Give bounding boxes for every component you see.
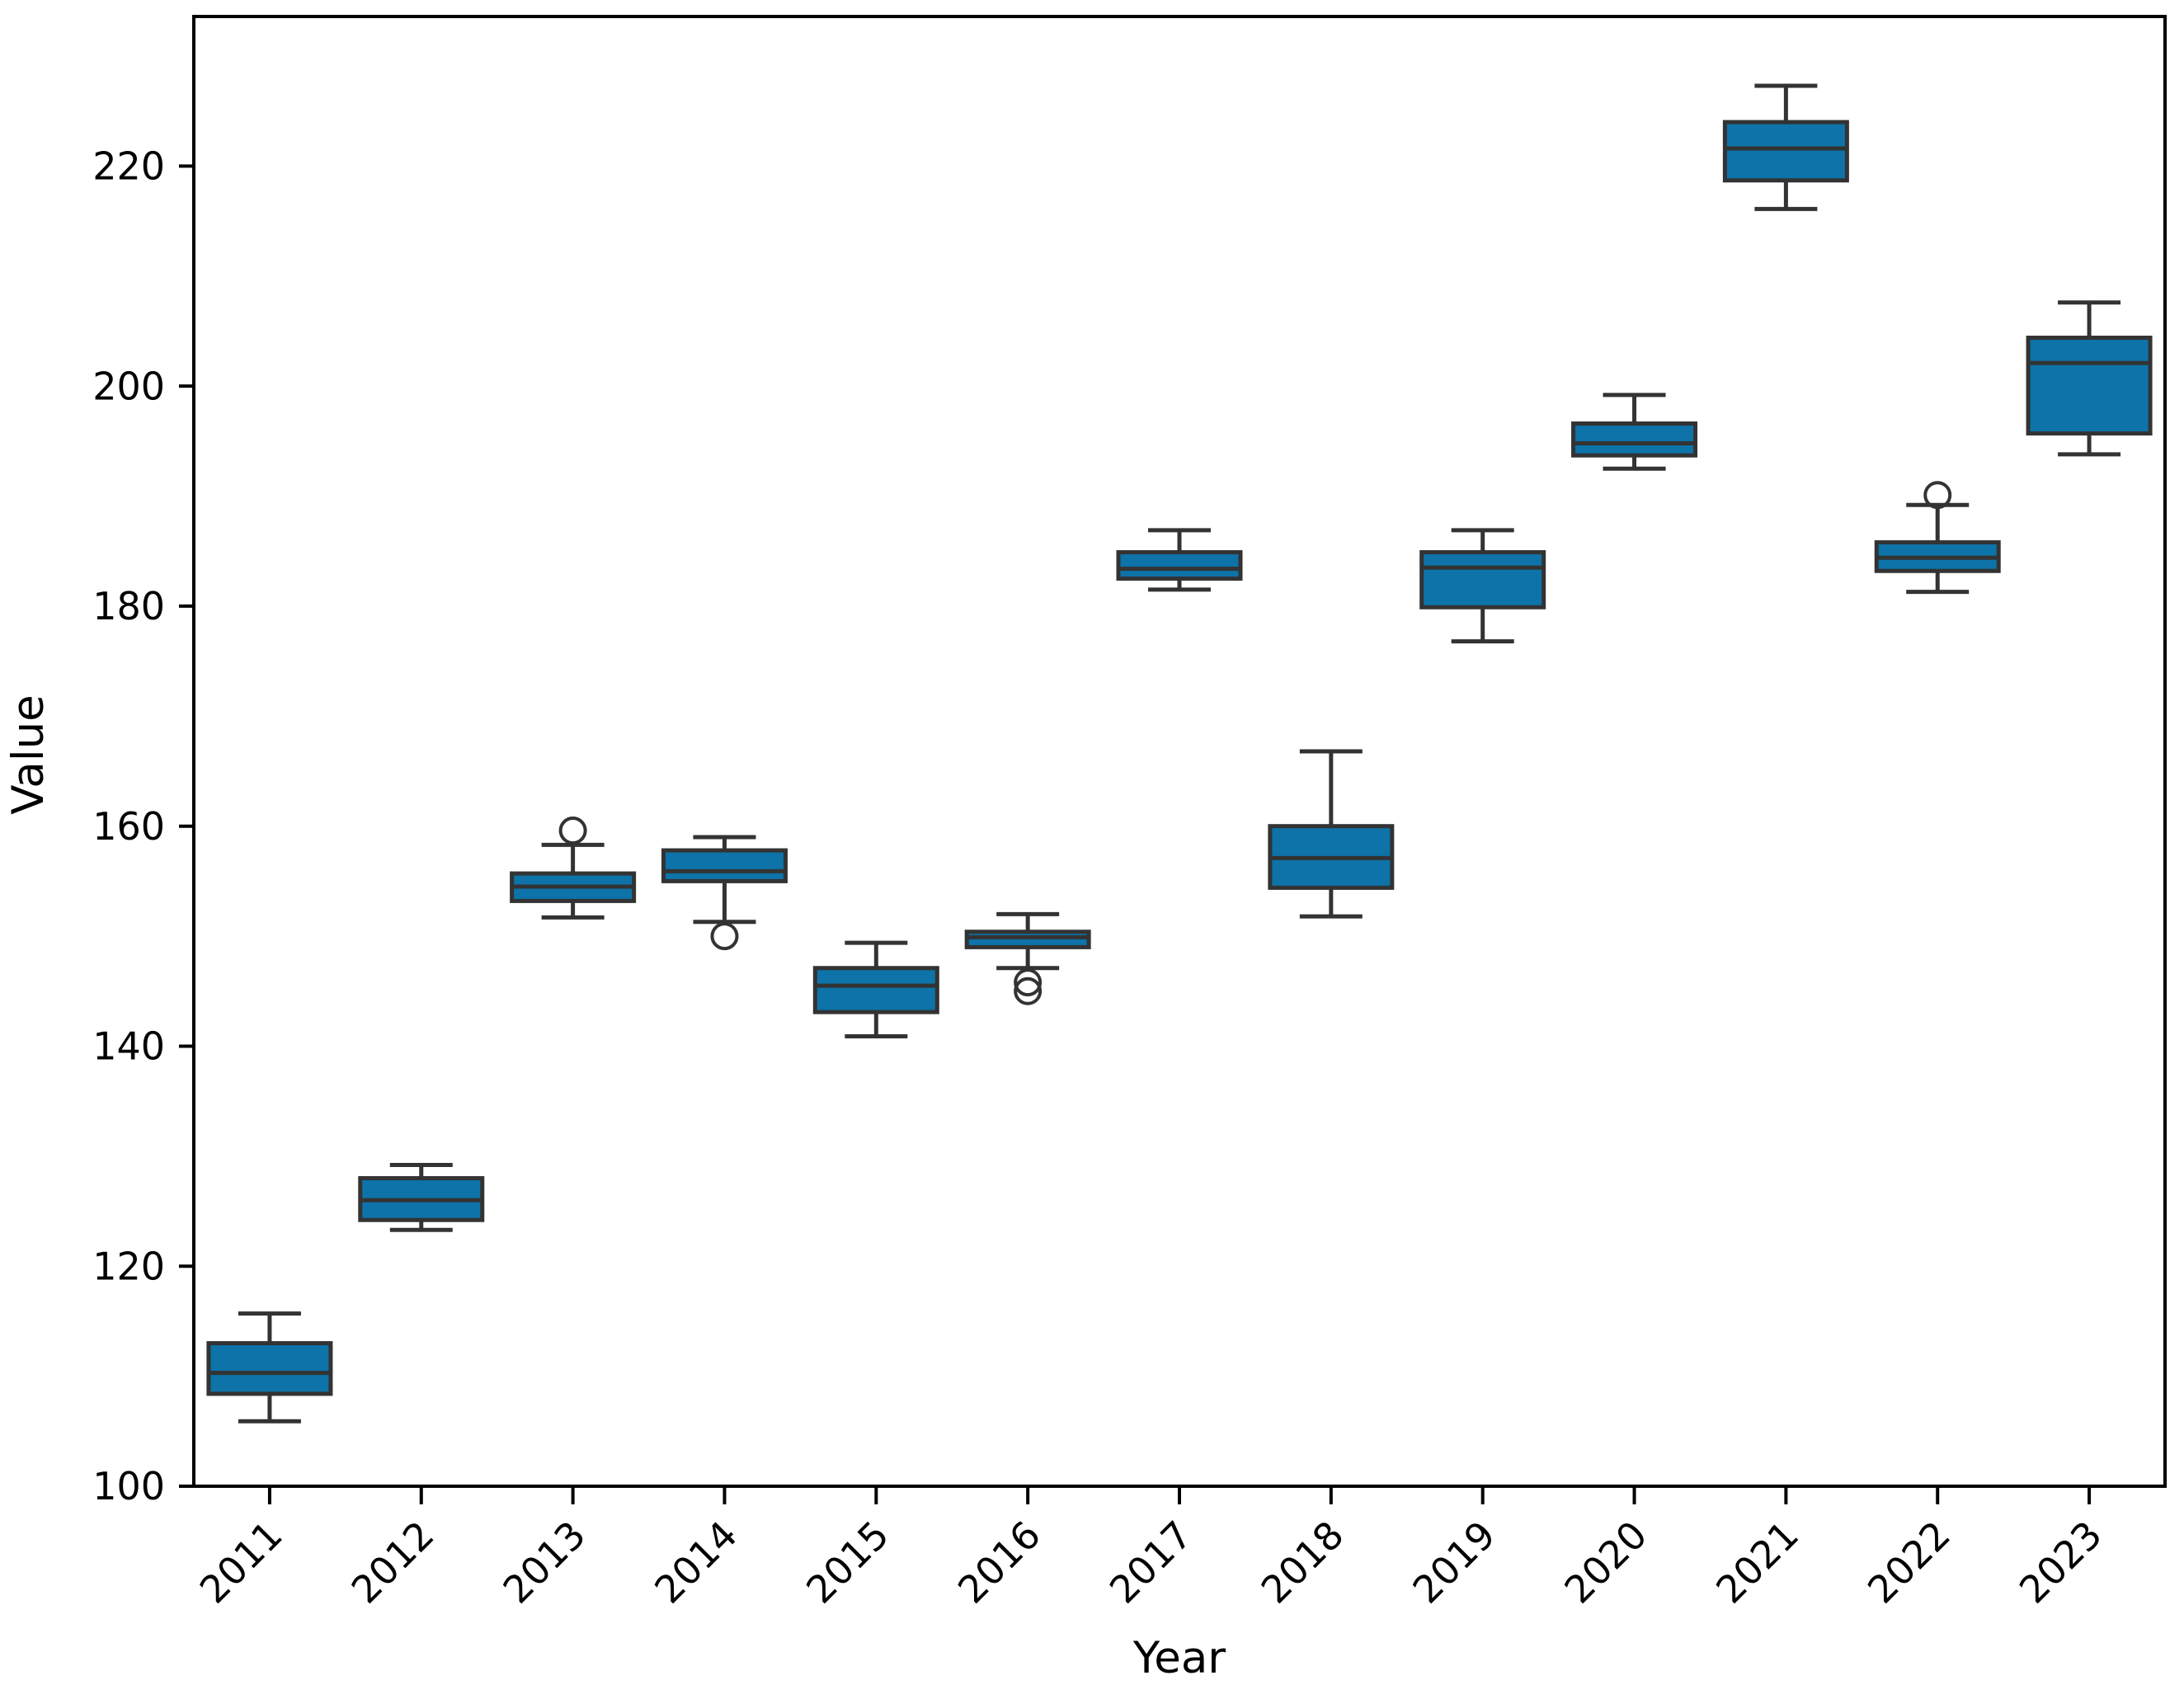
box-2011 <box>206 1341 333 1396</box>
box-2020 <box>1571 421 1698 458</box>
outlier-2016 <box>1014 968 1043 997</box>
box-2017 <box>1116 550 1243 581</box>
x-axis-title: Year <box>1132 1633 1226 1683</box>
box-2016 <box>964 930 1091 949</box>
outlier-2014 <box>710 922 739 951</box>
y-tick-label: 120 <box>92 1244 165 1288</box>
box-2015 <box>812 966 939 1014</box>
y-tick-label: 160 <box>92 804 165 849</box>
x-tick-label-2022: 2022 <box>1859 1513 1959 1612</box>
box-2021 <box>1722 120 1849 183</box>
x-tick-label-2016: 2016 <box>949 1513 1049 1612</box>
x-tick-label-2013: 2013 <box>494 1513 594 1612</box>
x-tick-label-2012: 2012 <box>343 1513 443 1612</box>
outlier-2016 <box>1014 977 1043 1005</box>
x-tick-label-2021: 2021 <box>1707 1513 1807 1612</box>
box-2014 <box>661 848 788 883</box>
x-tick-label-2014: 2014 <box>646 1513 746 1612</box>
x-tick-label-2015: 2015 <box>798 1513 897 1612</box>
y-tick-label: 140 <box>92 1024 165 1069</box>
x-tick-label-2023: 2023 <box>2011 1513 2111 1612</box>
x-tick-label-2020: 2020 <box>1556 1513 1655 1612</box>
outlier-2013 <box>558 817 587 845</box>
y-tick-label: 180 <box>92 584 165 628</box>
box-2023 <box>2026 335 2153 436</box>
box-2019 <box>1419 550 1546 609</box>
y-axis-title: Value <box>3 694 54 815</box>
axes-frame <box>192 15 2167 1488</box>
y-tick-label: 220 <box>92 144 165 189</box>
outlier-2022 <box>1923 481 1952 510</box>
y-tick-label: 200 <box>92 364 165 408</box>
x-tick-label-2011: 2011 <box>191 1513 291 1612</box>
x-tick-label-2017: 2017 <box>1101 1513 1201 1612</box>
plot-area: 100 120 140 160 180 200 220 2011 2012 2013 2014 201… <box>92 15 2167 1612</box>
x-tick-label-2018: 2018 <box>1253 1513 1353 1612</box>
y-tick-label: 100 <box>92 1464 165 1508</box>
x-tick-label-2019: 2019 <box>1404 1513 1504 1612</box>
